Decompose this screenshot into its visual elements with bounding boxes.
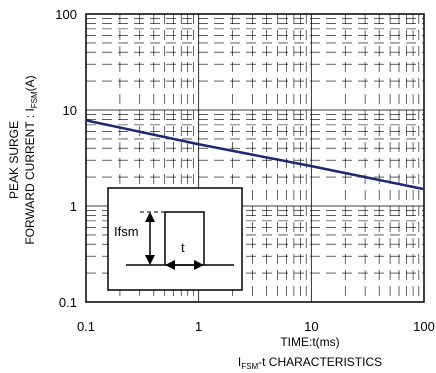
series-group xyxy=(85,119,425,191)
x-axis-label: TIME:t(ms) xyxy=(280,335,339,349)
x-tick-label: 1 xyxy=(195,319,202,334)
y-label-sub: FSM xyxy=(30,91,39,108)
series-line-0 xyxy=(85,119,425,191)
y-tick-labels: 0.1 1 10 100 xyxy=(55,7,77,310)
inset-arrowhead-right xyxy=(194,260,204,270)
y-tick-label: 0.1 xyxy=(59,295,77,310)
title-main: I xyxy=(238,355,241,369)
inset-waveform: Ifsm t xyxy=(107,187,243,291)
inset-pulse xyxy=(164,211,205,265)
y-label-post: (A) xyxy=(23,75,37,91)
y-tick-label: 100 xyxy=(55,7,77,22)
y-tick-label: 1 xyxy=(70,199,77,214)
y-axis-label-line1: PEAK SURGE xyxy=(7,121,21,199)
inset-label-time: t xyxy=(181,240,185,255)
plot-frame xyxy=(85,13,425,303)
x-tick-label: 100 xyxy=(413,319,435,334)
inset-arrowhead-up xyxy=(145,212,155,222)
y-tick-label: 10 xyxy=(63,103,77,118)
title-sub: FSM xyxy=(241,362,258,371)
y-label-pre: FORWARD CURRENT : I xyxy=(23,108,37,244)
inset-box xyxy=(107,187,243,291)
x-tick-labels: 0.1 1 10 100 xyxy=(77,319,435,334)
x-tick-label: 10 xyxy=(304,319,318,334)
y-axis-label: PEAK SURGE FORWARD CURRENT : IFSM(A) xyxy=(7,75,39,244)
inset-arrowhead-down xyxy=(145,255,155,265)
y-axis-label-line2: FORWARD CURRENT : IFSM(A) xyxy=(23,75,39,244)
title-rest: -t CHARACTERISTICS xyxy=(258,355,382,369)
chart-title: IFSM-t CHARACTERISTICS xyxy=(238,355,382,371)
x-tick-label: 0.1 xyxy=(77,319,95,334)
inset-label-current: Ifsm xyxy=(114,224,139,239)
inset-arrowhead-left xyxy=(165,260,175,270)
